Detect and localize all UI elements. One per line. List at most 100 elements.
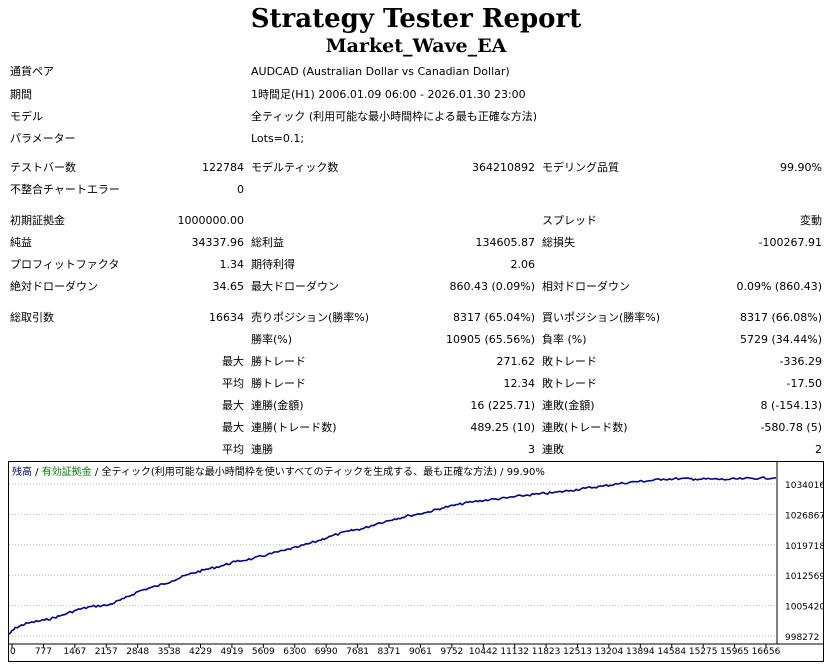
- chart-grid: [8, 461, 824, 645]
- max-consecutive-wins-label: 連勝(金額): [251, 399, 304, 412]
- legend-quality: 99.90%: [507, 467, 545, 478]
- absolute-drawdown-label: 絶対ドローダウン: [10, 280, 98, 293]
- x-tick-label: 7681: [346, 647, 369, 657]
- average-win-label: 勝トレード: [251, 377, 306, 390]
- chart-legend: 残高 / 有効証拠金 / 全ティック(利用可能な最小時間枠を使いすべてのティック…: [12, 465, 545, 478]
- legend-separator: /: [497, 467, 507, 478]
- max-consecutive-count-prefix: 最大: [222, 421, 244, 434]
- average-prefix: 平均: [222, 377, 244, 390]
- relative-drawdown-label: 相対ドローダウン: [542, 280, 630, 293]
- model-value: 全ティック (利用可能な最小時間枠による最も正確な方法): [251, 110, 538, 123]
- symbol-value: AUDCAD (Australian Dollar vs Canadian Do…: [251, 65, 510, 78]
- x-tick-label: 11132: [500, 647, 529, 657]
- max-consecutive-loss-label: 連敗(トレード数): [542, 421, 628, 434]
- loss-rate-value: 5729 (34.44%): [739, 333, 822, 346]
- spread-label: スプレッド: [542, 214, 597, 227]
- win-rate-label: 勝率(%): [251, 333, 293, 346]
- symbol-label: 通貨ペア: [10, 65, 54, 78]
- largest-win-value: 271.62: [496, 355, 536, 368]
- x-tick-label: 15965: [720, 647, 749, 657]
- y-tick-labels: 1034016 1026867 1019718 1012569 1005420 99827…: [785, 481, 824, 643]
- x-tick-label: 4919: [220, 647, 243, 657]
- win-rate-value: 10905 (65.56%): [445, 333, 535, 346]
- average-consecutive-losses-label: 連敗: [542, 443, 564, 456]
- average-loss-value: -17.50: [786, 377, 822, 390]
- average-win-value: 12.34: [503, 377, 536, 390]
- x-tick-label: 2157: [95, 647, 118, 657]
- x-tick-label: 14584: [657, 647, 686, 657]
- x-tick-label: 16656: [752, 647, 781, 657]
- x-tick-label: 9752: [440, 647, 463, 657]
- largest-win-label: 勝トレード: [251, 355, 306, 368]
- total-trades-value: 16634: [209, 311, 244, 324]
- expected-payoff-value: 2.06: [510, 258, 536, 271]
- absolute-drawdown-value: 34.65: [212, 280, 245, 293]
- x-tick-label: 6990: [315, 647, 338, 657]
- average-consecutive-wins-label: 連勝: [251, 443, 273, 456]
- max-consecutive-wins-value: 16 (225.71): [470, 399, 535, 412]
- deposit-value: 1000000.00: [177, 214, 244, 227]
- gross-loss-value: -100267.91: [758, 236, 822, 249]
- x-tick-label: 9061: [409, 647, 432, 657]
- max-consecutive-profit-value: 489.25 (10): [470, 421, 535, 434]
- loss-rate-label: 負率 (%): [542, 333, 587, 346]
- params-value: Lots=0.1;: [251, 132, 305, 145]
- legend-equity: 有効証拠金: [42, 465, 92, 478]
- x-tick-label: 5609: [252, 647, 275, 657]
- x-tick-label: 2848: [126, 647, 149, 657]
- largest-loss-value: -336.29: [779, 355, 822, 368]
- ticks-label: モデルティック数: [251, 161, 339, 174]
- net-profit-value: 34337.96: [191, 236, 245, 249]
- x-tick-label: 3538: [158, 647, 181, 657]
- y-tick-label: 1019718: [785, 542, 824, 552]
- gross-profit-value: 134605.87: [475, 236, 536, 249]
- net-profit-label: 純益: [10, 236, 32, 249]
- spread-value: 変動: [800, 214, 822, 227]
- y-tick-label: 1005420: [785, 603, 824, 613]
- bars-label: テストバー数: [10, 161, 76, 174]
- gross-profit-label: 総利益: [251, 236, 284, 249]
- x-tick-label: 13894: [626, 647, 655, 657]
- legend-balance: 残高: [12, 465, 32, 478]
- x-tick-labels: 0 777 1467 2157 2848 3538 4229 4919 5609 6300 6990…: [10, 644, 781, 657]
- average-consecutive-losses-value: 2: [815, 443, 822, 456]
- max-consecutive-losses-value: 8 (-154.13): [760, 399, 822, 412]
- expected-payoff-label: 期待利得: [251, 258, 295, 271]
- x-tick-label: 1467: [63, 647, 86, 657]
- legend-model: 全ティック(利用可能な最小時間枠を使いすべてのティックを生成する、最も正確な方法…: [101, 465, 497, 478]
- y-tick-label: 1012569: [785, 572, 824, 582]
- relative-drawdown-value: 0.09% (860.43): [736, 280, 822, 293]
- long-positions-label: 買いポジション(勝率%): [542, 311, 661, 324]
- x-tick-label: 10442: [469, 647, 498, 657]
- report-title: Strategy Tester Report: [250, 4, 582, 34]
- x-tick-label: 777: [35, 647, 52, 657]
- gross-loss-label: 総損失: [542, 236, 575, 249]
- x-tick-label: 12513: [563, 647, 592, 657]
- short-positions-label: 売りポジション(勝率%): [251, 311, 370, 324]
- quality-value: 99.90%: [780, 161, 822, 174]
- quality-label: モデリング品質: [542, 161, 619, 174]
- mismatch-label: 不整合チャートエラー: [10, 183, 120, 196]
- ticks-value: 364210892: [472, 161, 535, 174]
- params-label: パラメーター: [10, 132, 76, 145]
- chart-frame: [8, 461, 824, 662]
- total-trades-label: 総取引数: [10, 311, 54, 324]
- balance-chart: 1034016 1026867 1019718 1012569 1005420 99827…: [8, 461, 824, 662]
- x-tick-label: 15275: [689, 647, 718, 657]
- long-positions-value: 8317 (66.08%): [739, 311, 822, 324]
- average-consecutive-wins-value: 3: [528, 443, 535, 456]
- balance-series-line: [8, 476, 777, 635]
- legend-separator: /: [32, 467, 42, 478]
- mismatch-value: 0: [237, 183, 244, 196]
- period-value: 1時間足(H1) 2006.01.09 06:00 - 2026.01.30 2…: [251, 88, 526, 101]
- deposit-label: 初期証拠金: [10, 214, 65, 227]
- profit-factor-value: 1.34: [219, 258, 245, 271]
- report-subtitle: Market_Wave_EA: [325, 35, 507, 57]
- profit-factor-label: プロフィットファクタ: [10, 258, 120, 271]
- balance-chart-svg: 1034016 1026867 1019718 1012569 1005420 99827…: [8, 461, 824, 662]
- model-label: モデル: [10, 110, 43, 123]
- x-tick-label: 0: [10, 647, 16, 657]
- bars-value: 122784: [202, 161, 244, 174]
- short-positions-value: 8317 (65.04%): [452, 311, 535, 324]
- max-drawdown-label: 最大ドローダウン: [251, 280, 339, 293]
